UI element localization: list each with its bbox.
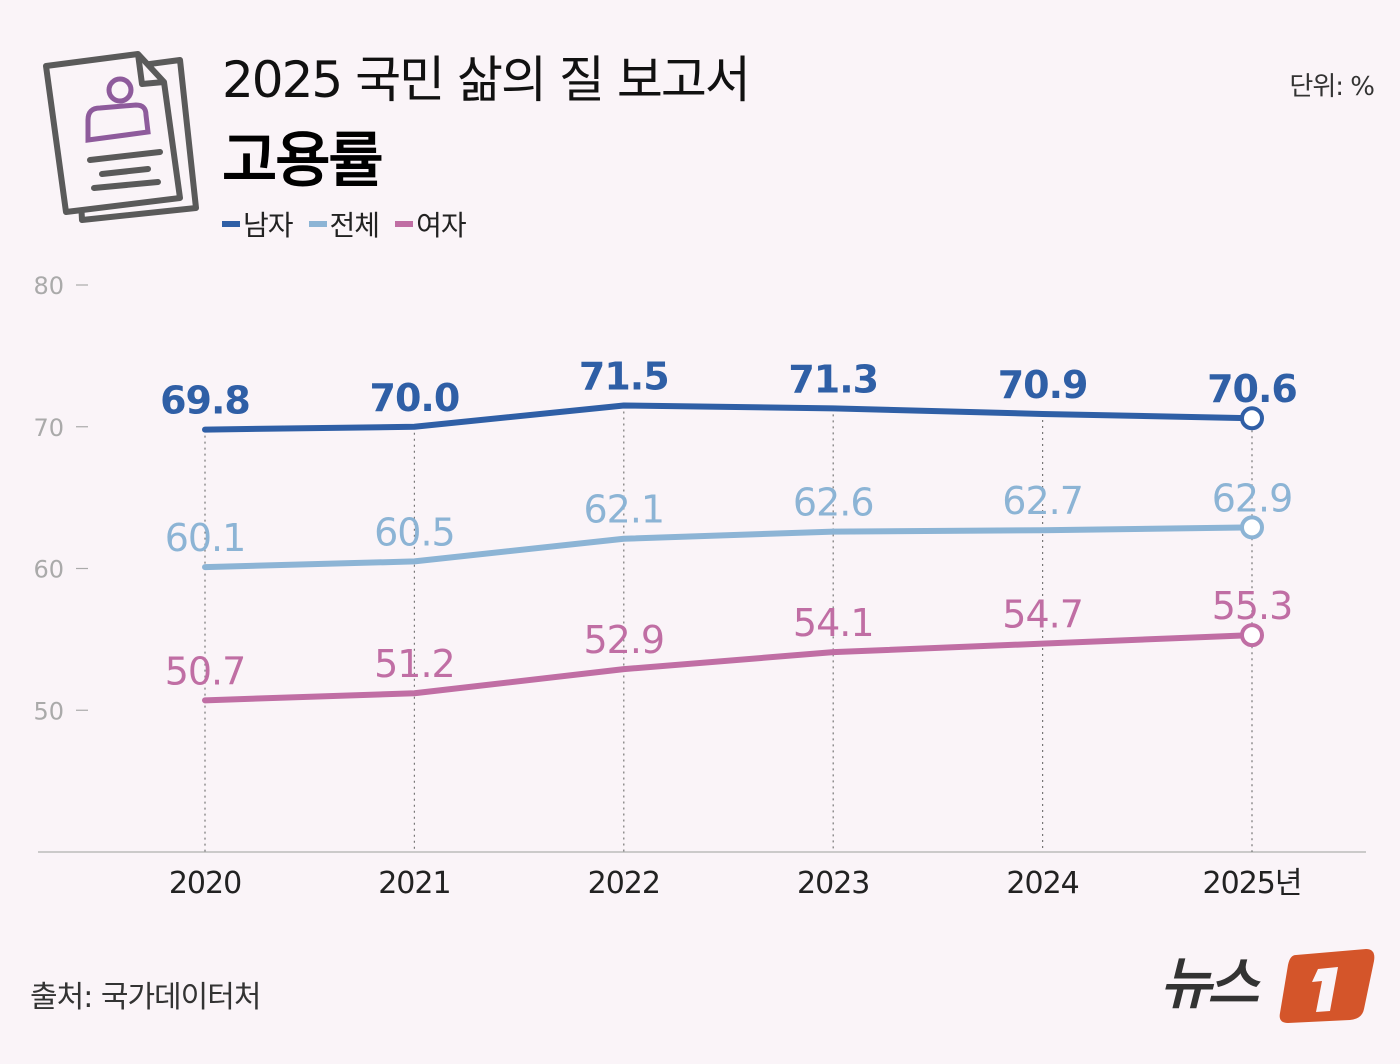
data-label: 70.6 <box>1207 367 1297 411</box>
legend: 남자 전체 여자 <box>222 204 467 244</box>
chart-title: 2025 국민 삶의 질 보고서 <box>222 51 751 109</box>
data-label: 54.1 <box>793 601 874 645</box>
legend-label: 여자 <box>416 209 467 242</box>
data-label: 55.3 <box>1212 584 1293 628</box>
line-chart: 50 60 70 80 2020 2021 2022 2023 2024 2025년 69.8 70.… <box>33 272 1366 901</box>
series-line-남자 <box>202 402 1255 433</box>
unit-label: 단위: % <box>1289 72 1375 102</box>
data-label: 62.6 <box>793 481 874 525</box>
data-point-end <box>1240 406 1264 431</box>
legend-swatch <box>395 221 414 227</box>
legend-item-men: 남자 <box>222 204 294 244</box>
legend-item-total: 전체 <box>308 204 381 244</box>
y-tick-label: 80 <box>33 272 64 300</box>
y-tick-label: 50 <box>33 697 64 725</box>
data-point-end <box>1240 515 1264 540</box>
data-label: 54.7 <box>1002 593 1083 637</box>
data-label: 60.1 <box>165 516 246 560</box>
legend-swatch <box>222 221 240 227</box>
x-tick-label: 2021 <box>378 866 450 901</box>
x-tick-label: 2023 <box>797 866 869 901</box>
data-label: 50.7 <box>165 649 246 693</box>
y-tick-label: 60 <box>33 556 64 584</box>
x-tick-label: 2024 <box>1006 866 1078 901</box>
document-person-icon <box>43 51 199 223</box>
x-tick-label: 2025년 <box>1203 866 1302 901</box>
data-label: 71.3 <box>788 357 878 401</box>
data-label: 62.7 <box>1002 479 1083 523</box>
y-tick-label: 70 <box>33 414 64 442</box>
data-label: 69.8 <box>160 379 250 423</box>
legend-label: 남자 <box>243 209 294 242</box>
x-tick-label: 2020 <box>169 866 241 901</box>
data-label: 60.5 <box>374 510 455 554</box>
series-line-여자 <box>202 632 1255 704</box>
data-label: 62.9 <box>1212 476 1293 520</box>
x-tick-label: 2022 <box>588 866 660 901</box>
series-line-전체 <box>202 524 1255 571</box>
data-label: 70.9 <box>998 363 1088 407</box>
legend-swatch <box>308 221 327 227</box>
data-label: 70.0 <box>370 376 460 420</box>
data-label: 62.1 <box>583 488 664 532</box>
svg-text:뉴스: 뉴스 <box>1160 952 1262 1017</box>
chart-subtitle: 고용률 <box>222 126 384 196</box>
data-label: 51.2 <box>374 642 455 686</box>
legend-label: 전체 <box>329 209 381 242</box>
data-label: 52.9 <box>583 618 664 662</box>
data-point-end <box>1240 623 1264 648</box>
source-note: 출처: 국가데이터처 <box>30 980 261 1015</box>
news1-logo: 뉴스 <box>1160 949 1375 1023</box>
legend-item-women: 여자 <box>395 204 467 244</box>
data-label: 71.5 <box>579 354 669 398</box>
